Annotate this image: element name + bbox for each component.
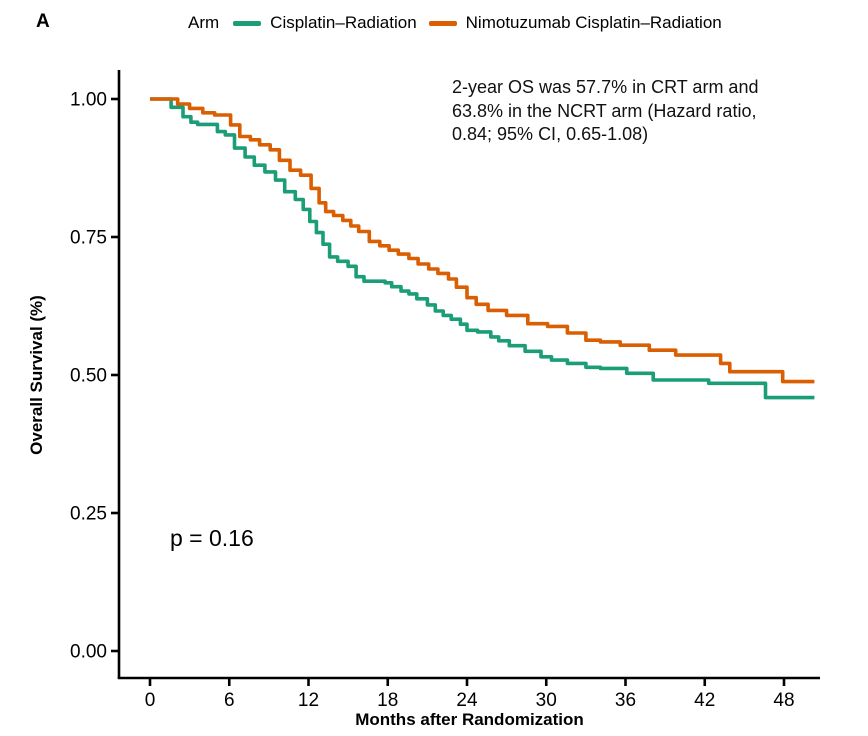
legend-label-crt: Cisplatin–Radiation — [270, 13, 417, 32]
x-tick-label: 6 — [224, 690, 235, 711]
legend-item-crt: Cisplatin–Radiation — [233, 13, 417, 33]
legend: Arm Cisplatin–Radiation Nimotuzumab Cisp… — [188, 12, 734, 34]
x-tick-label: 18 — [377, 690, 398, 711]
y-axis-title: Overall Survival (%) — [27, 295, 46, 455]
x-tick-label: 30 — [536, 690, 557, 711]
annotation-line-3: 0.84; 95% CI, 0.65-1.08) — [452, 124, 649, 144]
ncrt-line-swatch-icon — [428, 20, 457, 26]
y-tick-label: 0.25 — [70, 504, 107, 525]
y-tick-label: 0.50 — [70, 366, 107, 387]
x-tick-label: 12 — [298, 690, 319, 711]
x-tick-label: 48 — [773, 690, 794, 711]
km-curve-ncrt — [150, 97, 815, 384]
legend-title: Arm — [188, 13, 220, 32]
crt-line-swatch-icon — [233, 20, 262, 26]
panel-label: A — [36, 11, 50, 32]
x-tick-label: 36 — [615, 690, 636, 711]
legend-item-ncrt: Nimotuzumab Cisplatin–Radiation — [428, 13, 722, 33]
legend-label-ncrt: Nimotuzumab Cisplatin–Radiation — [465, 13, 722, 32]
annotation-line-2: 63.8% in the NCRT arm (Hazard ratio, — [452, 100, 757, 121]
y-tick-label: 1.00 — [70, 90, 107, 111]
stats-annotation: 2-year OS was 57.7% in CRT arm and 63.8%… — [452, 76, 842, 147]
x-tick-label: 24 — [456, 690, 478, 711]
x-tick-label: 0 — [145, 690, 156, 711]
annotation-line-1: 2-year OS was 57.7% in CRT arm and — [452, 77, 759, 97]
km-curve-crt — [150, 97, 815, 400]
x-axis-title: Months after Randomization — [355, 710, 584, 729]
y-tick-label: 0.00 — [70, 642, 107, 663]
y-tick-label: 0.75 — [70, 228, 107, 249]
x-tick-label: 42 — [694, 690, 715, 711]
p-value-text: p = 0.16 — [170, 525, 254, 551]
